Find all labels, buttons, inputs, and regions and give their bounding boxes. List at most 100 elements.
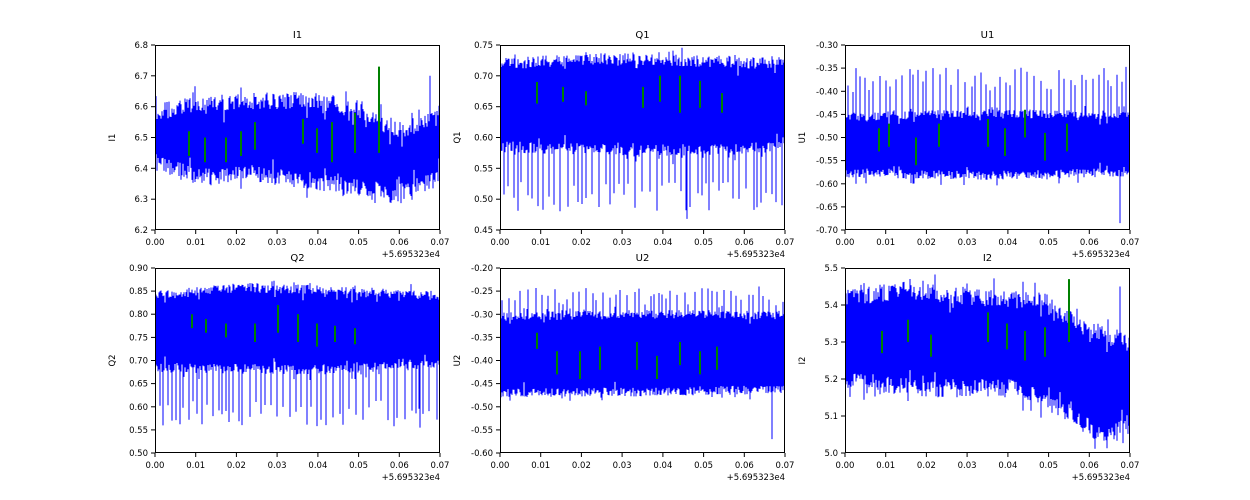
svg-text:-0.50: -0.50 [471,403,493,413]
svg-text:0.00: 0.00 [146,461,165,471]
svg-text:-0.35: -0.35 [816,64,838,74]
svg-text:6.2: 6.2 [134,226,148,236]
svg-text:0.06: 0.06 [1080,238,1099,248]
svg-text:0.45: 0.45 [474,226,493,236]
svg-text:I2: I2 [983,253,992,264]
svg-text:0.60: 0.60 [474,134,493,144]
svg-text:U1: U1 [798,132,808,144]
svg-text:-0.55: -0.55 [471,426,493,436]
svg-text:6.7: 6.7 [134,72,148,82]
svg-text:0.05: 0.05 [349,461,368,471]
svg-text:0.65: 0.65 [129,380,148,390]
svg-text:-0.45: -0.45 [471,380,493,390]
svg-text:-0.35: -0.35 [471,333,493,343]
svg-text:0.06: 0.06 [390,238,409,248]
svg-text:0.02: 0.02 [572,461,591,471]
svg-text:6.8: 6.8 [134,41,148,51]
svg-text:0.85: 0.85 [129,287,148,297]
svg-text:-0.45: -0.45 [816,110,838,120]
svg-text:+5.695323e4: +5.695323e4 [727,250,785,260]
svg-text:-0.30: -0.30 [816,41,838,51]
svg-text:0.05: 0.05 [349,238,368,248]
svg-text:0.04: 0.04 [998,238,1017,248]
chart-i1: 6.2 6.3 6.4 6.5 6.6 6.7 6.8 0.00 0.01 0.02 0.03 0.0… [108,30,449,260]
chart-u1: -0.70 -0.65 -0.60 -0.55 -0.50 -0.45 -0.40 -0.35… [798,30,1139,260]
chart-q2: 0.50 0.55 0.60 0.65 0.70 0.75 0.80 0.85 0.90 0.00… [108,253,449,483]
svg-text:Q1: Q1 [453,131,463,143]
svg-text:0.60: 0.60 [129,403,148,413]
svg-text:0.01: 0.01 [876,461,895,471]
svg-text:+5.695323e4: +5.695323e4 [1072,250,1130,260]
svg-text:0.02: 0.02 [227,238,246,248]
svg-text:Q2: Q2 [290,253,304,264]
svg-text:0.00: 0.00 [836,238,855,248]
svg-text:U1: U1 [981,30,995,41]
svg-text:0.05: 0.05 [1039,238,1058,248]
svg-text:Q1: Q1 [635,30,649,41]
svg-text:0.90: 0.90 [129,264,148,274]
svg-text:I1: I1 [108,134,118,142]
svg-text:-0.60: -0.60 [816,180,838,190]
svg-text:0.02: 0.02 [917,461,936,471]
svg-text:0.05: 0.05 [1039,461,1058,471]
svg-text:0.05: 0.05 [694,461,713,471]
chart-i2: 5.0 5.1 5.2 5.3 5.4 5.5 0.00 0.01 0.02 0.03 0.04 0.… [798,253,1139,483]
svg-text:-0.20: -0.20 [471,264,493,274]
svg-text:0.04: 0.04 [308,461,327,471]
svg-text:5.5: 5.5 [824,264,838,274]
svg-text:I1: I1 [293,30,302,41]
svg-text:6.3: 6.3 [134,195,148,205]
svg-text:0.04: 0.04 [308,238,327,248]
svg-text:-0.30: -0.30 [471,310,493,320]
svg-text:0.04: 0.04 [998,461,1017,471]
svg-text:0.75: 0.75 [129,333,148,343]
svg-text:6.4: 6.4 [134,164,148,174]
svg-text:0.02: 0.02 [917,238,936,248]
svg-text:6.5: 6.5 [134,134,148,144]
svg-text:0.03: 0.03 [958,238,977,248]
svg-text:U2: U2 [636,253,650,264]
svg-text:-0.55: -0.55 [816,157,838,167]
svg-text:-0.25: -0.25 [471,287,493,297]
svg-text:0.07: 0.07 [431,461,450,471]
svg-text:0.01: 0.01 [876,238,895,248]
svg-text:5.4: 5.4 [824,301,838,311]
svg-text:0.03: 0.03 [613,238,632,248]
svg-text:-0.40: -0.40 [816,87,838,97]
svg-text:+5.695323e4: +5.695323e4 [1072,473,1130,483]
chart-u2: -0.60 -0.55 -0.50 -0.45 -0.40 -0.35 -0.30 -0.25… [453,253,794,483]
svg-text:-0.40: -0.40 [471,357,493,367]
svg-text:0.02: 0.02 [227,461,246,471]
svg-text:0.00: 0.00 [146,238,165,248]
svg-text:0.07: 0.07 [1121,238,1140,248]
svg-text:0.03: 0.03 [268,461,287,471]
svg-text:0.07: 0.07 [776,238,795,248]
svg-text:0.07: 0.07 [776,461,795,471]
svg-text:0.80: 0.80 [129,310,148,320]
svg-text:0.03: 0.03 [958,461,977,471]
svg-text:0.70: 0.70 [474,72,493,82]
svg-text:0.07: 0.07 [431,238,450,248]
svg-text:5.3: 5.3 [824,338,838,348]
svg-text:0.01: 0.01 [186,238,205,248]
svg-text:0.03: 0.03 [268,238,287,248]
svg-text:0.01: 0.01 [186,461,205,471]
svg-text:0.00: 0.00 [491,238,510,248]
svg-text:0.00: 0.00 [836,461,855,471]
svg-text:0.55: 0.55 [474,164,493,174]
svg-text:0.06: 0.06 [735,461,754,471]
chart-q1: 0.45 0.50 0.55 0.60 0.65 0.70 0.75 0.00 0.01 0.02… [453,30,794,260]
svg-text:Q2: Q2 [108,354,118,366]
svg-text:0.65: 0.65 [474,103,493,113]
svg-text:-0.50: -0.50 [816,134,838,144]
svg-text:-0.70: -0.70 [816,226,838,236]
svg-text:0.04: 0.04 [653,238,672,248]
svg-text:-0.60: -0.60 [471,449,493,459]
svg-text:5.1: 5.1 [824,412,838,422]
svg-text:+5.695323e4: +5.695323e4 [382,473,440,483]
svg-text:+5.695323e4: +5.695323e4 [382,250,440,260]
svg-text:0.06: 0.06 [390,461,409,471]
svg-text:0.01: 0.01 [531,461,550,471]
svg-text:I2: I2 [798,357,808,365]
